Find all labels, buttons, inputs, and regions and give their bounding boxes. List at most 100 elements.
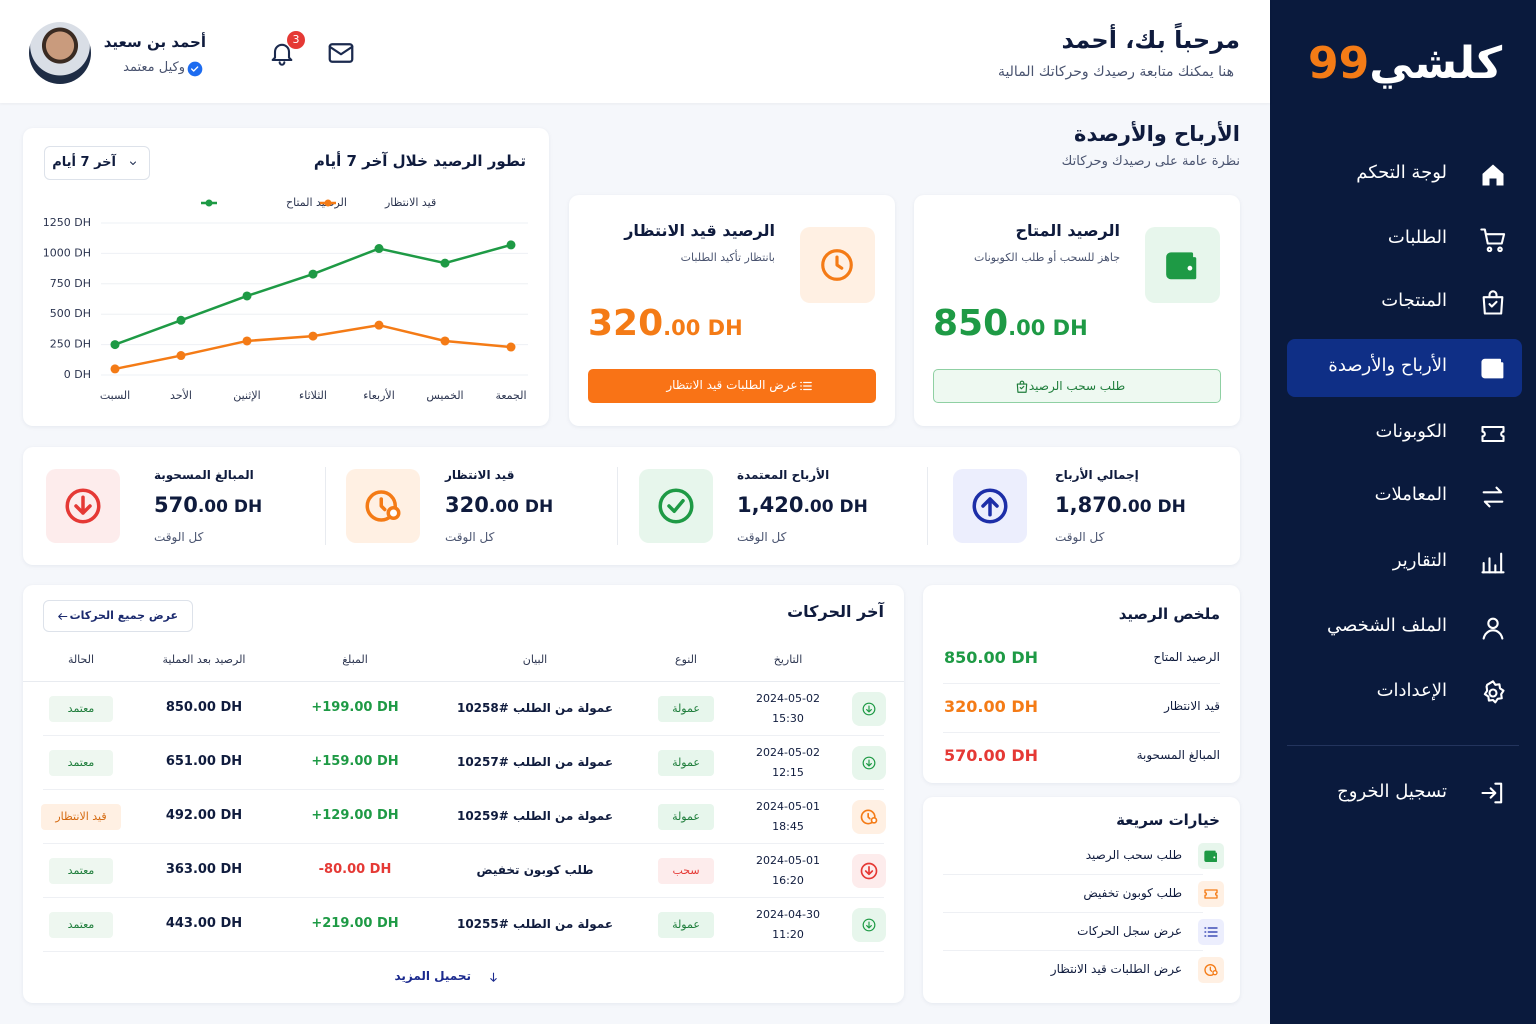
icon-box (1145, 227, 1220, 303)
quick-action[interactable]: طلب كوبون تخفيض (943, 877, 1228, 913)
icon-part (821, 249, 853, 281)
card-icon (1166, 252, 1197, 280)
nav-icon (1481, 358, 1504, 379)
nav-item[interactable]: الملف الشخصي (1287, 599, 1522, 657)
nav-icon (1480, 228, 1506, 253)
nav-item[interactable]: الأرباح والأرصدة (1287, 339, 1522, 397)
notifications-button[interactable]: 3 (262, 31, 305, 73)
chart-card: تطور الرصيد خلال آخر 7 أيام آخر 7 أيام 0 D… (23, 128, 549, 426)
stat-divider (927, 467, 928, 545)
nav-icon (1483, 680, 1505, 704)
nav-item[interactable]: الطلبات (1287, 211, 1522, 269)
icon-part (1482, 629, 1504, 640)
row-divider (43, 789, 884, 790)
icon-part (1497, 368, 1501, 373)
nav-item[interactable]: المعاملات (1287, 468, 1522, 526)
icon-part (1486, 246, 1493, 253)
card-button[interactable]: طلب سحب الرصيد (933, 369, 1221, 403)
icon-part (130, 161, 136, 165)
transaction-row: 2024-05-01 18:45 عمولة عمولة من الطلب #1025… (23, 790, 904, 844)
stat-note: كل الوقت (445, 530, 495, 544)
row-description: عمولة من الطلب #10258 (456, 701, 614, 715)
header-subtitle: هنا يمكنك متابعة رصيدك وحركاتك المالية (997, 64, 1234, 80)
stat-title: المبالغ المسحوبة (154, 468, 254, 482)
icon-part (1487, 617, 1499, 630)
icon-part (1482, 486, 1503, 494)
row-icon-glyph (862, 918, 876, 932)
data-point (308, 269, 318, 279)
icon-part (271, 43, 293, 62)
notification-badge: 3 (287, 31, 305, 49)
x-tick-label: الخميس (426, 389, 463, 402)
icon-part (1019, 380, 1025, 385)
stat-divider (617, 467, 618, 545)
quick-action[interactable]: طلب سحب الرصيد (943, 839, 1228, 875)
icon-part (866, 759, 872, 767)
icon-part (867, 812, 871, 820)
arrow-icon (57, 612, 67, 620)
row-divider (43, 951, 884, 952)
nav-label: المنتجات (1381, 290, 1447, 311)
amount-suffix: .00 DH (803, 497, 868, 517)
y-tick-label: 750 DH (50, 277, 91, 290)
type-badge: عمولة (658, 696, 714, 722)
type-badge: عمولة (658, 912, 714, 938)
icon-part (1497, 246, 1503, 253)
summary-label: المبالغ المسحوبة (1136, 748, 1220, 762)
nav-item[interactable]: الكوبونات (1287, 405, 1522, 463)
view-all-button[interactable]: عرض جميع الحركات (43, 600, 193, 632)
quick-action[interactable]: عرض الطلبات قيد الانتظار (943, 953, 1228, 987)
user-name: أحمد بن سعيد (103, 33, 206, 51)
messages-button[interactable] (321, 33, 361, 73)
icon-part (1494, 782, 1503, 804)
type-badge: عمولة (658, 804, 714, 830)
nav-icon (1481, 552, 1505, 574)
quick-action-icon-box (1198, 919, 1224, 945)
quick-action-label: طلب سحب الرصيد (1085, 848, 1182, 862)
transaction-row: 2024-04-30 11:20 عمولة عمولة من الطلب #1025… (23, 898, 904, 952)
column-header: التاريخ (773, 653, 803, 666)
stat-icon-box (346, 469, 420, 543)
row-icon-glyph (862, 756, 876, 770)
logout[interactable]: تسجيل الخروج (1287, 765, 1522, 821)
bell-icon (271, 43, 293, 66)
quick-actions-title: خيارات سريعة (1116, 811, 1220, 829)
load-more-button[interactable]: تحميل المزيد (393, 965, 503, 989)
card-title: الرصيد المتاح (1015, 221, 1120, 240)
nav-item[interactable]: المنتجات (1287, 274, 1522, 332)
summary-value: 850.00 DH (944, 648, 1038, 667)
icon-part (278, 61, 286, 66)
icon-part (1488, 688, 1498, 698)
button-label: عرض جميع الحركات (69, 609, 178, 622)
nav-item[interactable]: التقارير (1287, 534, 1522, 592)
icon-part (1209, 966, 1213, 972)
row-time: 16:20 (772, 874, 804, 887)
icon-part (1488, 290, 1498, 299)
quick-action-divider (943, 874, 1203, 875)
card-description: بانتظار تأكيد الطلبات (680, 251, 775, 264)
nav-item[interactable]: لوجة التحكم (1287, 146, 1522, 204)
nav-icon (1482, 164, 1504, 186)
card-button[interactable]: عرض الطلبات قيد الانتظار (588, 369, 876, 403)
column-header: النوع (675, 653, 697, 666)
summary-card: ملخص الرصيد الرصيد المتاح 850.00 DH قيد الا… (923, 585, 1240, 783)
transaction-row: 2024-05-02 12:15 عمولة عمولة من الطلب #1025… (23, 736, 904, 790)
stat-icon (972, 488, 1008, 524)
nav-icon (1482, 486, 1504, 508)
row-amount: +159.00 DH (311, 754, 399, 769)
logo: 99كلشي (1300, 38, 1510, 108)
data-point (506, 342, 516, 352)
avatar (29, 22, 91, 84)
icon-part (1019, 385, 1025, 390)
nav-label: الأرباح والأرصدة (1328, 355, 1447, 376)
row-icon (852, 692, 886, 726)
stat-note: كل الوقت (154, 530, 204, 544)
period-dropdown[interactable]: آخر 7 أيام (44, 146, 150, 180)
stat-icon-box (639, 469, 713, 543)
quick-action-icon (1204, 927, 1218, 937)
icon-part (860, 862, 878, 880)
row-balance: 651.00 DH (165, 754, 243, 769)
quick-action[interactable]: عرض سجل الحركات (943, 915, 1228, 951)
icon-part (328, 43, 354, 63)
nav-item[interactable]: الإعدادات (1287, 664, 1522, 722)
